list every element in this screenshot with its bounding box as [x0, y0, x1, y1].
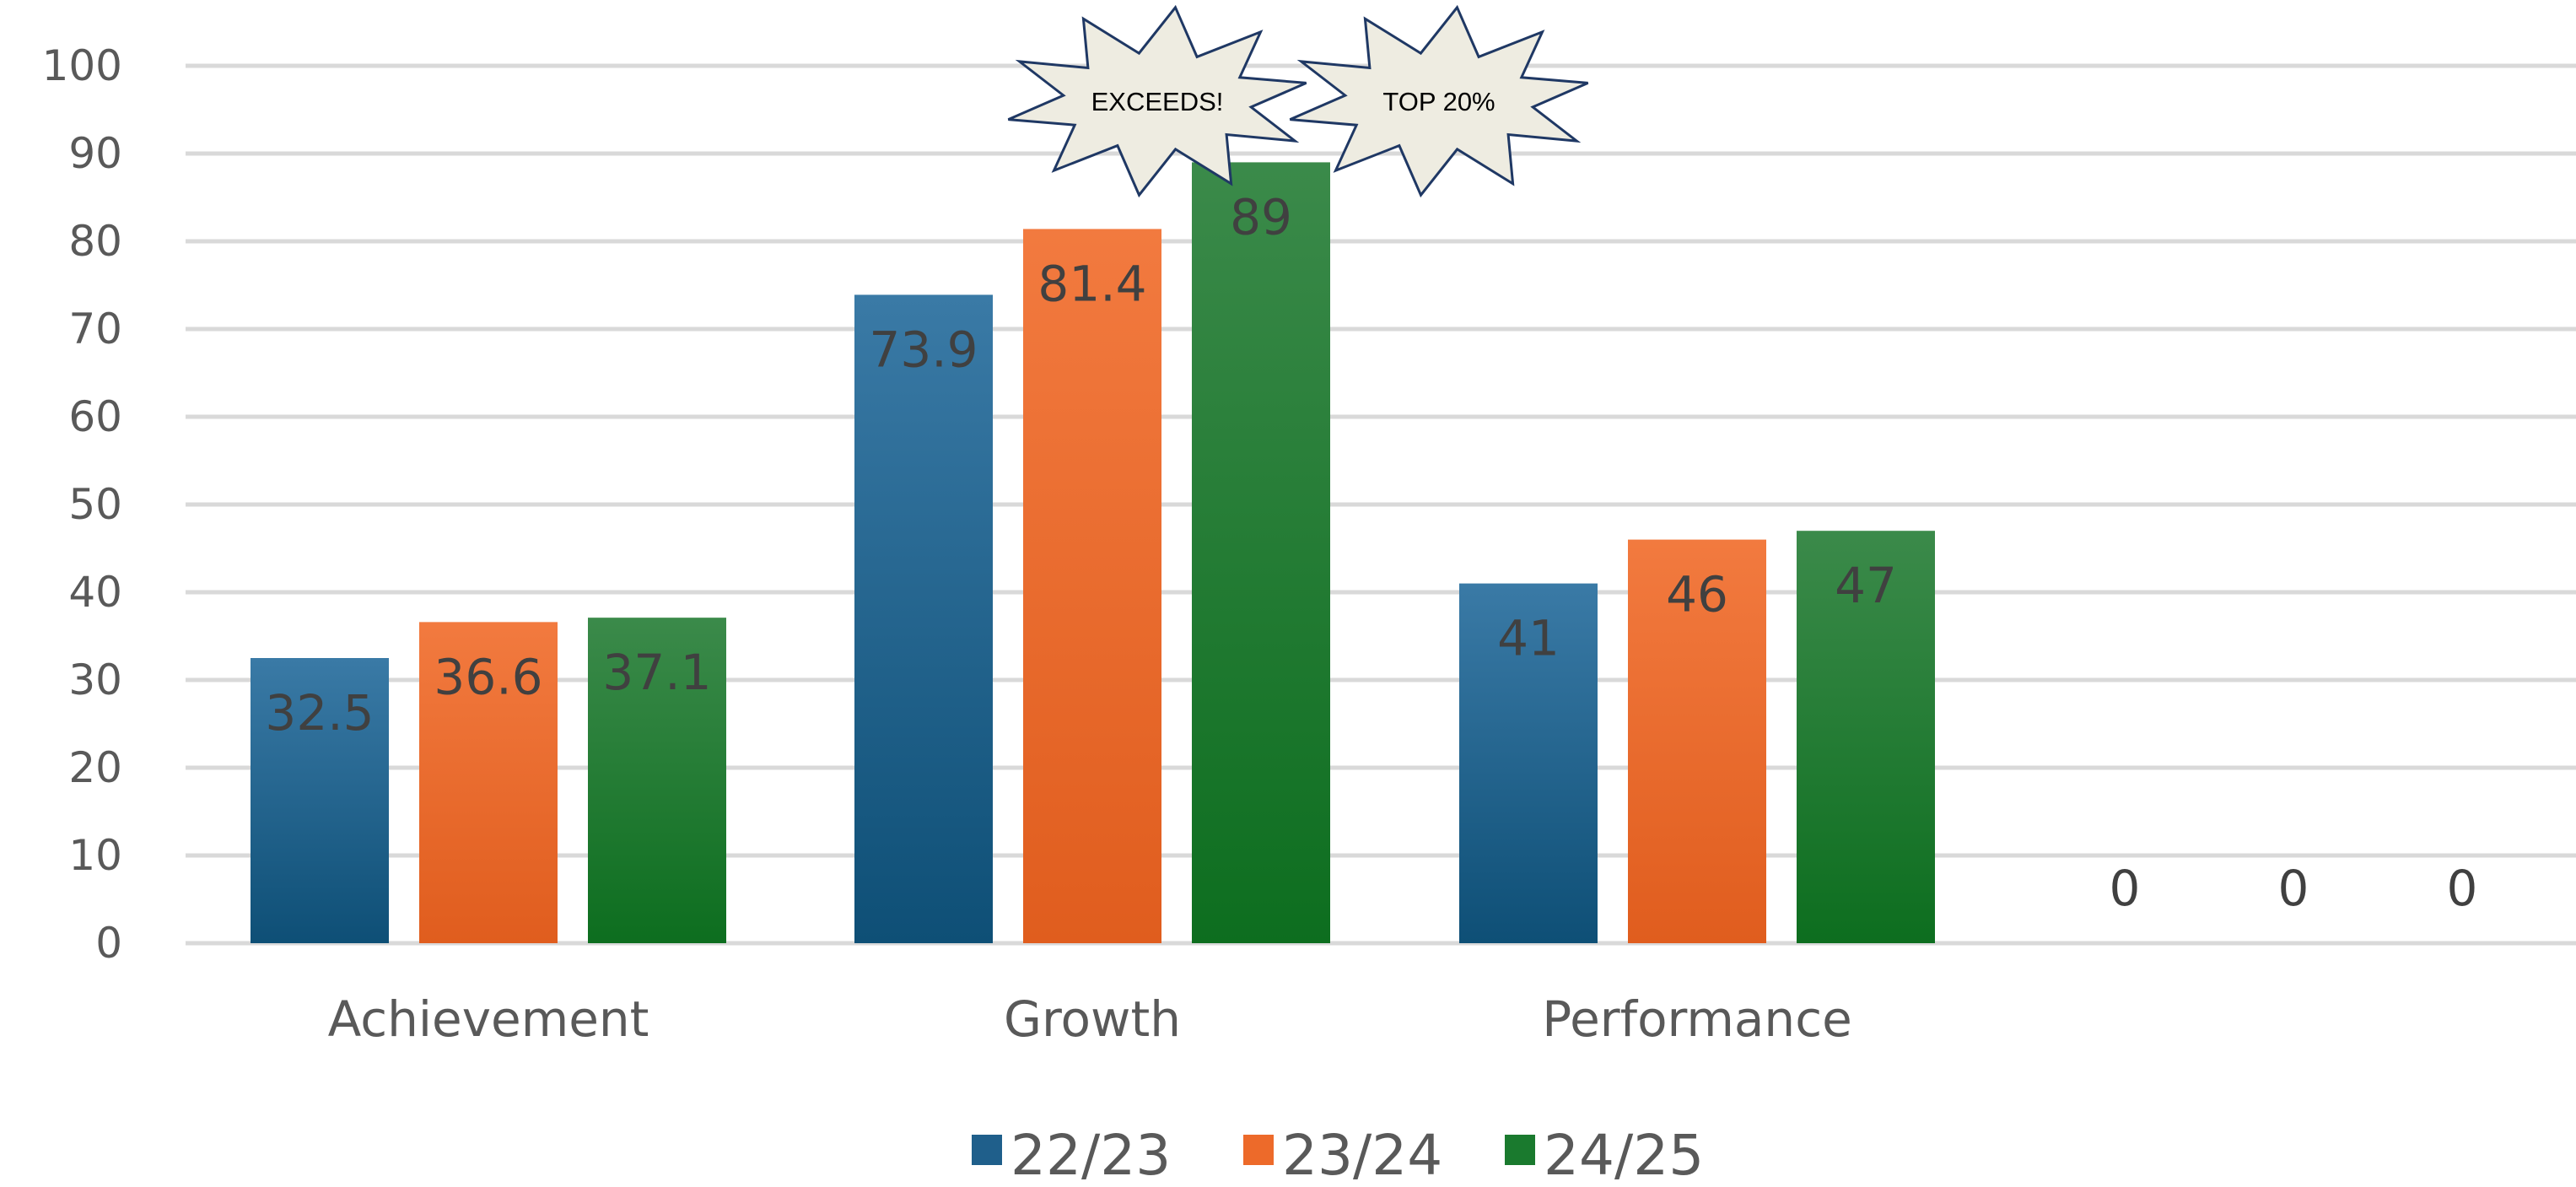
gridlines — [186, 63, 2576, 946]
y-tick-label: 30 — [68, 656, 122, 704]
data-label: 0 — [2278, 860, 2309, 917]
starburst-shape — [1007, 4, 1307, 198]
x-axis-category-labels: Achievement Growth Performance — [328, 990, 1852, 1048]
bar-growth-23-24 — [1023, 229, 1161, 943]
legend-label: 24/25 — [1544, 1123, 1704, 1183]
y-tick-label: 20 — [68, 743, 122, 792]
data-label: 73.9 — [869, 321, 978, 378]
legend: 22/23 23/24 24/25 — [972, 1123, 1704, 1187]
legend-label: 23/24 — [1282, 1123, 1442, 1183]
legend-swatch — [972, 1135, 1002, 1165]
bar-achievement-22-23 — [251, 658, 389, 943]
y-tick-label: 40 — [68, 568, 122, 617]
data-label: 81.4 — [1037, 255, 1146, 312]
y-tick-label: 90 — [68, 129, 122, 178]
bars — [251, 162, 1935, 943]
starburst-shape — [1289, 4, 1589, 198]
category-label-achievement: Achievement — [328, 990, 649, 1048]
callouts: EXCEEDS! TOP 20% — [1007, 4, 1589, 198]
data-label: 37.1 — [602, 644, 711, 701]
data-label: 41 — [1497, 610, 1560, 667]
callout-text: EXCEEDS! — [1091, 87, 1224, 116]
data-label: 46 — [1666, 566, 1728, 623]
category-label-growth: Growth — [1004, 990, 1181, 1048]
y-axis-tick-labels: 0 10 20 30 40 50 60 70 80 90 100 — [42, 41, 122, 968]
category-label-performance: Performance — [1542, 990, 1852, 1048]
y-tick-label: 60 — [68, 392, 122, 441]
data-label: 0 — [2447, 860, 2478, 917]
data-label: 36.6 — [434, 648, 542, 705]
bar-growth-22-23 — [854, 294, 993, 943]
bar-growth-24-25 — [1192, 162, 1330, 943]
bar-performance-23-24 — [1628, 539, 1766, 943]
bar-achievement-23-24 — [419, 622, 558, 943]
data-label: 89 — [1230, 188, 1292, 245]
legend-item-24-25: 24/25 — [1505, 1123, 1704, 1187]
data-label: 0 — [2110, 860, 2141, 917]
data-label: 32.5 — [265, 684, 374, 742]
y-tick-label: 0 — [95, 919, 122, 968]
callout-top-20: TOP 20% — [1289, 4, 1589, 198]
callout-exceeds: EXCEEDS! — [1007, 4, 1307, 198]
legend-item-23-24: 23/24 — [1243, 1123, 1442, 1187]
data-labels: 32.5 36.6 37.1 73.9 81.4 89 41 46 47 0 0 0 — [265, 188, 2477, 917]
bar-performance-24-25 — [1797, 531, 1935, 943]
legend-swatch — [1505, 1135, 1535, 1165]
y-tick-label: 80 — [68, 217, 122, 266]
bar-achievement-24-25 — [588, 618, 726, 943]
legend-swatch — [1243, 1135, 1274, 1165]
y-tick-label: 70 — [68, 305, 122, 353]
callout-text: TOP 20% — [1382, 87, 1495, 116]
legend-label: 22/23 — [1010, 1123, 1171, 1183]
y-tick-label: 10 — [68, 831, 122, 880]
y-tick-label: 100 — [42, 41, 122, 90]
bar-performance-22-23 — [1459, 583, 1598, 943]
data-label: 47 — [1835, 557, 1897, 614]
legend-item-22-23: 22/23 — [972, 1123, 1171, 1187]
y-tick-label: 50 — [68, 480, 122, 529]
